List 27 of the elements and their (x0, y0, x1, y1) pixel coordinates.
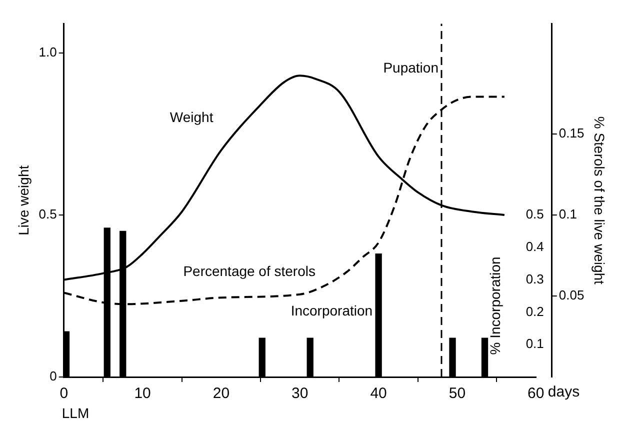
x-tick-label: 20 (212, 385, 230, 402)
y2-axis-title: % Sterols of the live weight (592, 116, 608, 285)
x-tick-label: 40 (370, 385, 387, 402)
x-tick-label: 30 (292, 385, 308, 402)
series-label: Percentage of sterols (183, 263, 316, 280)
y-tick-label: 0.5 (38, 206, 57, 222)
y-tick-label: 1.0 (38, 44, 57, 60)
x-tick-label: 10 (134, 385, 151, 402)
ref-line-label: Pupation (383, 60, 438, 76)
y2-tick-label: 0.15 (558, 126, 584, 141)
y3-tick-label: 0.5 (526, 206, 544, 222)
y3-tick-label: 0.3 (526, 271, 544, 286)
x-axis-title: days (548, 384, 580, 401)
series-label: Incorporation (290, 302, 373, 319)
y3-tick-label: 0.1 (526, 336, 544, 352)
y3-tick-label: 0.2 (526, 304, 544, 319)
series-label: Weight (170, 109, 214, 126)
y2-tick-label: 0.05 (558, 288, 584, 303)
x-tick-label: 60 (528, 385, 544, 402)
y3-tick-label: 0.4 (526, 238, 544, 254)
y-axis-title: Live weight (15, 165, 32, 236)
x-tick-label: 0 (60, 385, 68, 402)
y2-tick-label: 0.1 (558, 206, 577, 222)
y3-axis-title: % Incorporation (486, 256, 503, 355)
x-tick-label: 50 (448, 385, 466, 402)
text: LLM (62, 404, 90, 421)
y-tick-label: 0 (50, 368, 57, 384)
